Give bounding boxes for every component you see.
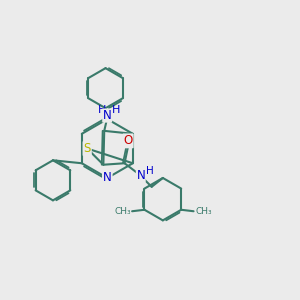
Text: CH₃: CH₃ [114,207,130,216]
Text: S: S [83,142,91,155]
Text: CH₃: CH₃ [195,207,212,216]
Text: H: H [146,166,154,176]
Text: O: O [124,134,133,147]
Text: N: N [103,109,112,122]
Text: N: N [136,169,145,182]
Text: H: H [98,105,106,115]
Text: H: H [112,105,120,115]
Text: N: N [103,172,112,184]
